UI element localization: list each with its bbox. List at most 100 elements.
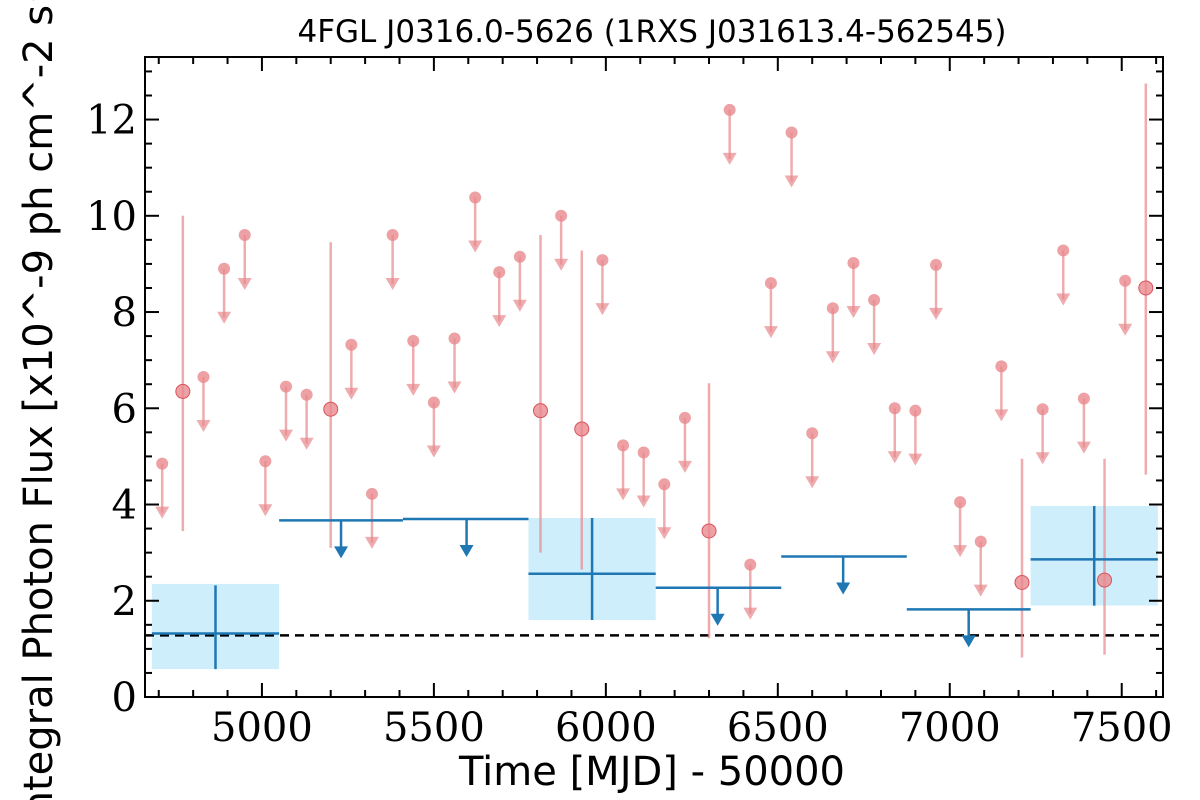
monthly-upper-limit-point-22 [723, 103, 736, 116]
monthly-upper-limit-point-20 [658, 478, 671, 491]
monthly-upper-limit-arrow-5-head [279, 429, 294, 442]
monthly-upper-limit-arrow-23-head [743, 607, 758, 620]
monthly-upper-limit-point-30 [888, 402, 901, 415]
monthly-upper-limit-point-29 [868, 294, 881, 307]
y-tick-label: 6 [112, 386, 137, 432]
monthly-upper-limit-point-17 [596, 254, 609, 267]
monthly-upper-limit-arrow-37-head [1056, 293, 1071, 306]
monthly-detection-point-0 [175, 383, 191, 399]
monthly-upper-limit-point-31 [909, 404, 922, 417]
monthly-upper-limit-point-36 [1036, 403, 1049, 416]
monthly-upper-limit-point-13 [469, 191, 482, 204]
monthly-upper-limit-arrow-4-head [258, 504, 273, 517]
monthly-upper-limit-point-21 [678, 411, 691, 424]
x-tick-label: 7000 [899, 705, 1001, 751]
monthly-upper-limit-arrow-15-head [512, 299, 527, 312]
yearly-upper-limit-arrow-1-head [459, 544, 474, 557]
monthly-upper-limit-point-27 [826, 302, 839, 315]
monthly-upper-limit-point-2 [218, 262, 231, 275]
monthly-upper-limit-point-5 [280, 380, 293, 393]
monthly-upper-limit-point-26 [806, 427, 819, 440]
monthly-upper-limit-point-25 [785, 126, 798, 139]
monthly-upper-limit-arrow-33-head [953, 545, 968, 558]
monthly-upper-limit-point-18 [617, 439, 630, 452]
monthly-upper-limit-arrow-17-head [595, 303, 610, 316]
monthly-upper-limit-arrow-26-head [805, 476, 820, 489]
plot-area: 5000 5500 6000 6500 7000 7500 0 2 4 6 8 10 12 [86, 56, 1173, 751]
y-tick-label: 0 [112, 675, 137, 721]
monthly-upper-limit-point-9 [386, 229, 399, 242]
monthly-upper-limit-point-15 [513, 250, 526, 263]
monthly-upper-limit-point-32 [930, 258, 943, 271]
y-tick-label: 12 [86, 98, 137, 144]
monthly-upper-limit-arrow-18-head [616, 488, 631, 501]
monthly-upper-limit-arrow-39-head [1118, 323, 1133, 336]
monthly-upper-limit-point-14 [493, 266, 506, 279]
monthly-upper-limit-arrow-0-head [155, 506, 170, 519]
monthly-upper-limit-point-39 [1119, 274, 1132, 287]
x-tick-label: 6500 [727, 705, 829, 751]
monthly-upper-limit-arrow-24-head [763, 326, 778, 339]
monthly-upper-limit-point-37 [1057, 244, 1070, 257]
y-tick-label: 4 [112, 483, 137, 529]
monthly-upper-limit-arrow-20-head [657, 527, 672, 540]
monthly-upper-limit-arrow-10-head [406, 383, 421, 396]
x-axis-label: Time [MJD] - 50000 [458, 749, 845, 795]
monthly-upper-limit-arrow-9-head [385, 278, 400, 291]
monthly-detection-point-5 [1014, 574, 1030, 590]
monthly-upper-limit-point-38 [1077, 392, 1090, 405]
yearly-upper-limit-arrow-4-head [961, 635, 976, 648]
monthly-upper-limit-point-1 [197, 371, 210, 383]
monthly-upper-limit-arrow-11-head [426, 445, 441, 458]
monthly-upper-limit-point-6 [300, 388, 313, 401]
monthly-upper-limit-arrow-3-head [237, 278, 252, 291]
monthly-upper-limit-arrow-13-head [468, 240, 483, 253]
monthly-upper-limit-arrow-38-head [1076, 441, 1091, 454]
monthly-upper-limit-arrow-32-head [929, 307, 944, 320]
monthly-upper-limit-point-3 [238, 229, 251, 242]
monthly-upper-limit-arrow-14-head [492, 315, 507, 328]
monthly-upper-limit-arrow-28-head [846, 305, 861, 318]
monthly-upper-limit-arrow-8-head [364, 536, 379, 549]
monthly-upper-limit-arrow-31-head [908, 453, 923, 466]
monthly-upper-limit-arrow-30-head [887, 451, 902, 464]
monthly-upper-limit-point-7 [345, 338, 358, 351]
monthly-upper-limit-arrow-2-head [217, 311, 232, 324]
monthly-detection-point-2 [533, 403, 549, 419]
monthly-detection-point-6 [1097, 572, 1113, 588]
monthly-upper-limit-arrow-34-head [973, 584, 988, 597]
monthly-upper-limit-arrow-16-head [554, 258, 569, 271]
monthly-upper-limit-point-24 [764, 277, 777, 290]
monthly-upper-limit-point-0 [156, 457, 169, 470]
x-tick-label: 7500 [1071, 705, 1173, 751]
monthly-upper-limit-point-28 [847, 256, 860, 269]
monthly-detection-point-1 [323, 401, 339, 417]
monthly-upper-limit-arrow-29-head [867, 343, 882, 356]
monthly-upper-limit-point-34 [974, 535, 987, 548]
chart-title: 4FGL J0316.0-5626 (1RXS J031613.4-562545… [297, 14, 1006, 50]
yearly-upper-limit-arrow-2-head [710, 613, 725, 626]
monthly-upper-limit-arrow-1-head [196, 420, 211, 432]
monthly-upper-limit-point-19 [637, 446, 650, 459]
x-tick-label: 5000 [211, 705, 313, 751]
monthly-upper-limit-arrow-36-head [1035, 452, 1050, 465]
monthly-upper-limit-arrow-27-head [825, 351, 840, 364]
y-tick-label: 2 [112, 579, 137, 625]
y-axis-label: Integral Photon Flux [x10^-9 ph cm^-2 s^… [16, 0, 62, 800]
monthly-upper-limit-arrow-12-head [447, 381, 462, 394]
monthly-upper-limit-point-10 [407, 334, 420, 347]
x-tick-label: 6000 [555, 705, 657, 751]
y-tick-label: 8 [112, 290, 137, 336]
monthly-upper-limit-point-8 [365, 487, 378, 500]
monthly-upper-limit-point-35 [995, 360, 1008, 373]
monthly-upper-limit-arrow-22-head [722, 152, 737, 165]
monthly-upper-limit-arrow-19-head [636, 495, 651, 508]
monthly-upper-limit-point-12 [448, 332, 461, 345]
monthly-upper-limit-point-16 [555, 209, 568, 222]
y-tick-label: 10 [86, 194, 137, 240]
monthly-upper-limit-point-33 [954, 496, 967, 509]
axes-frame [144, 56, 1164, 698]
monthly-detection-point-4 [701, 523, 717, 539]
monthly-upper-limit-arrow-6-head [299, 437, 314, 450]
